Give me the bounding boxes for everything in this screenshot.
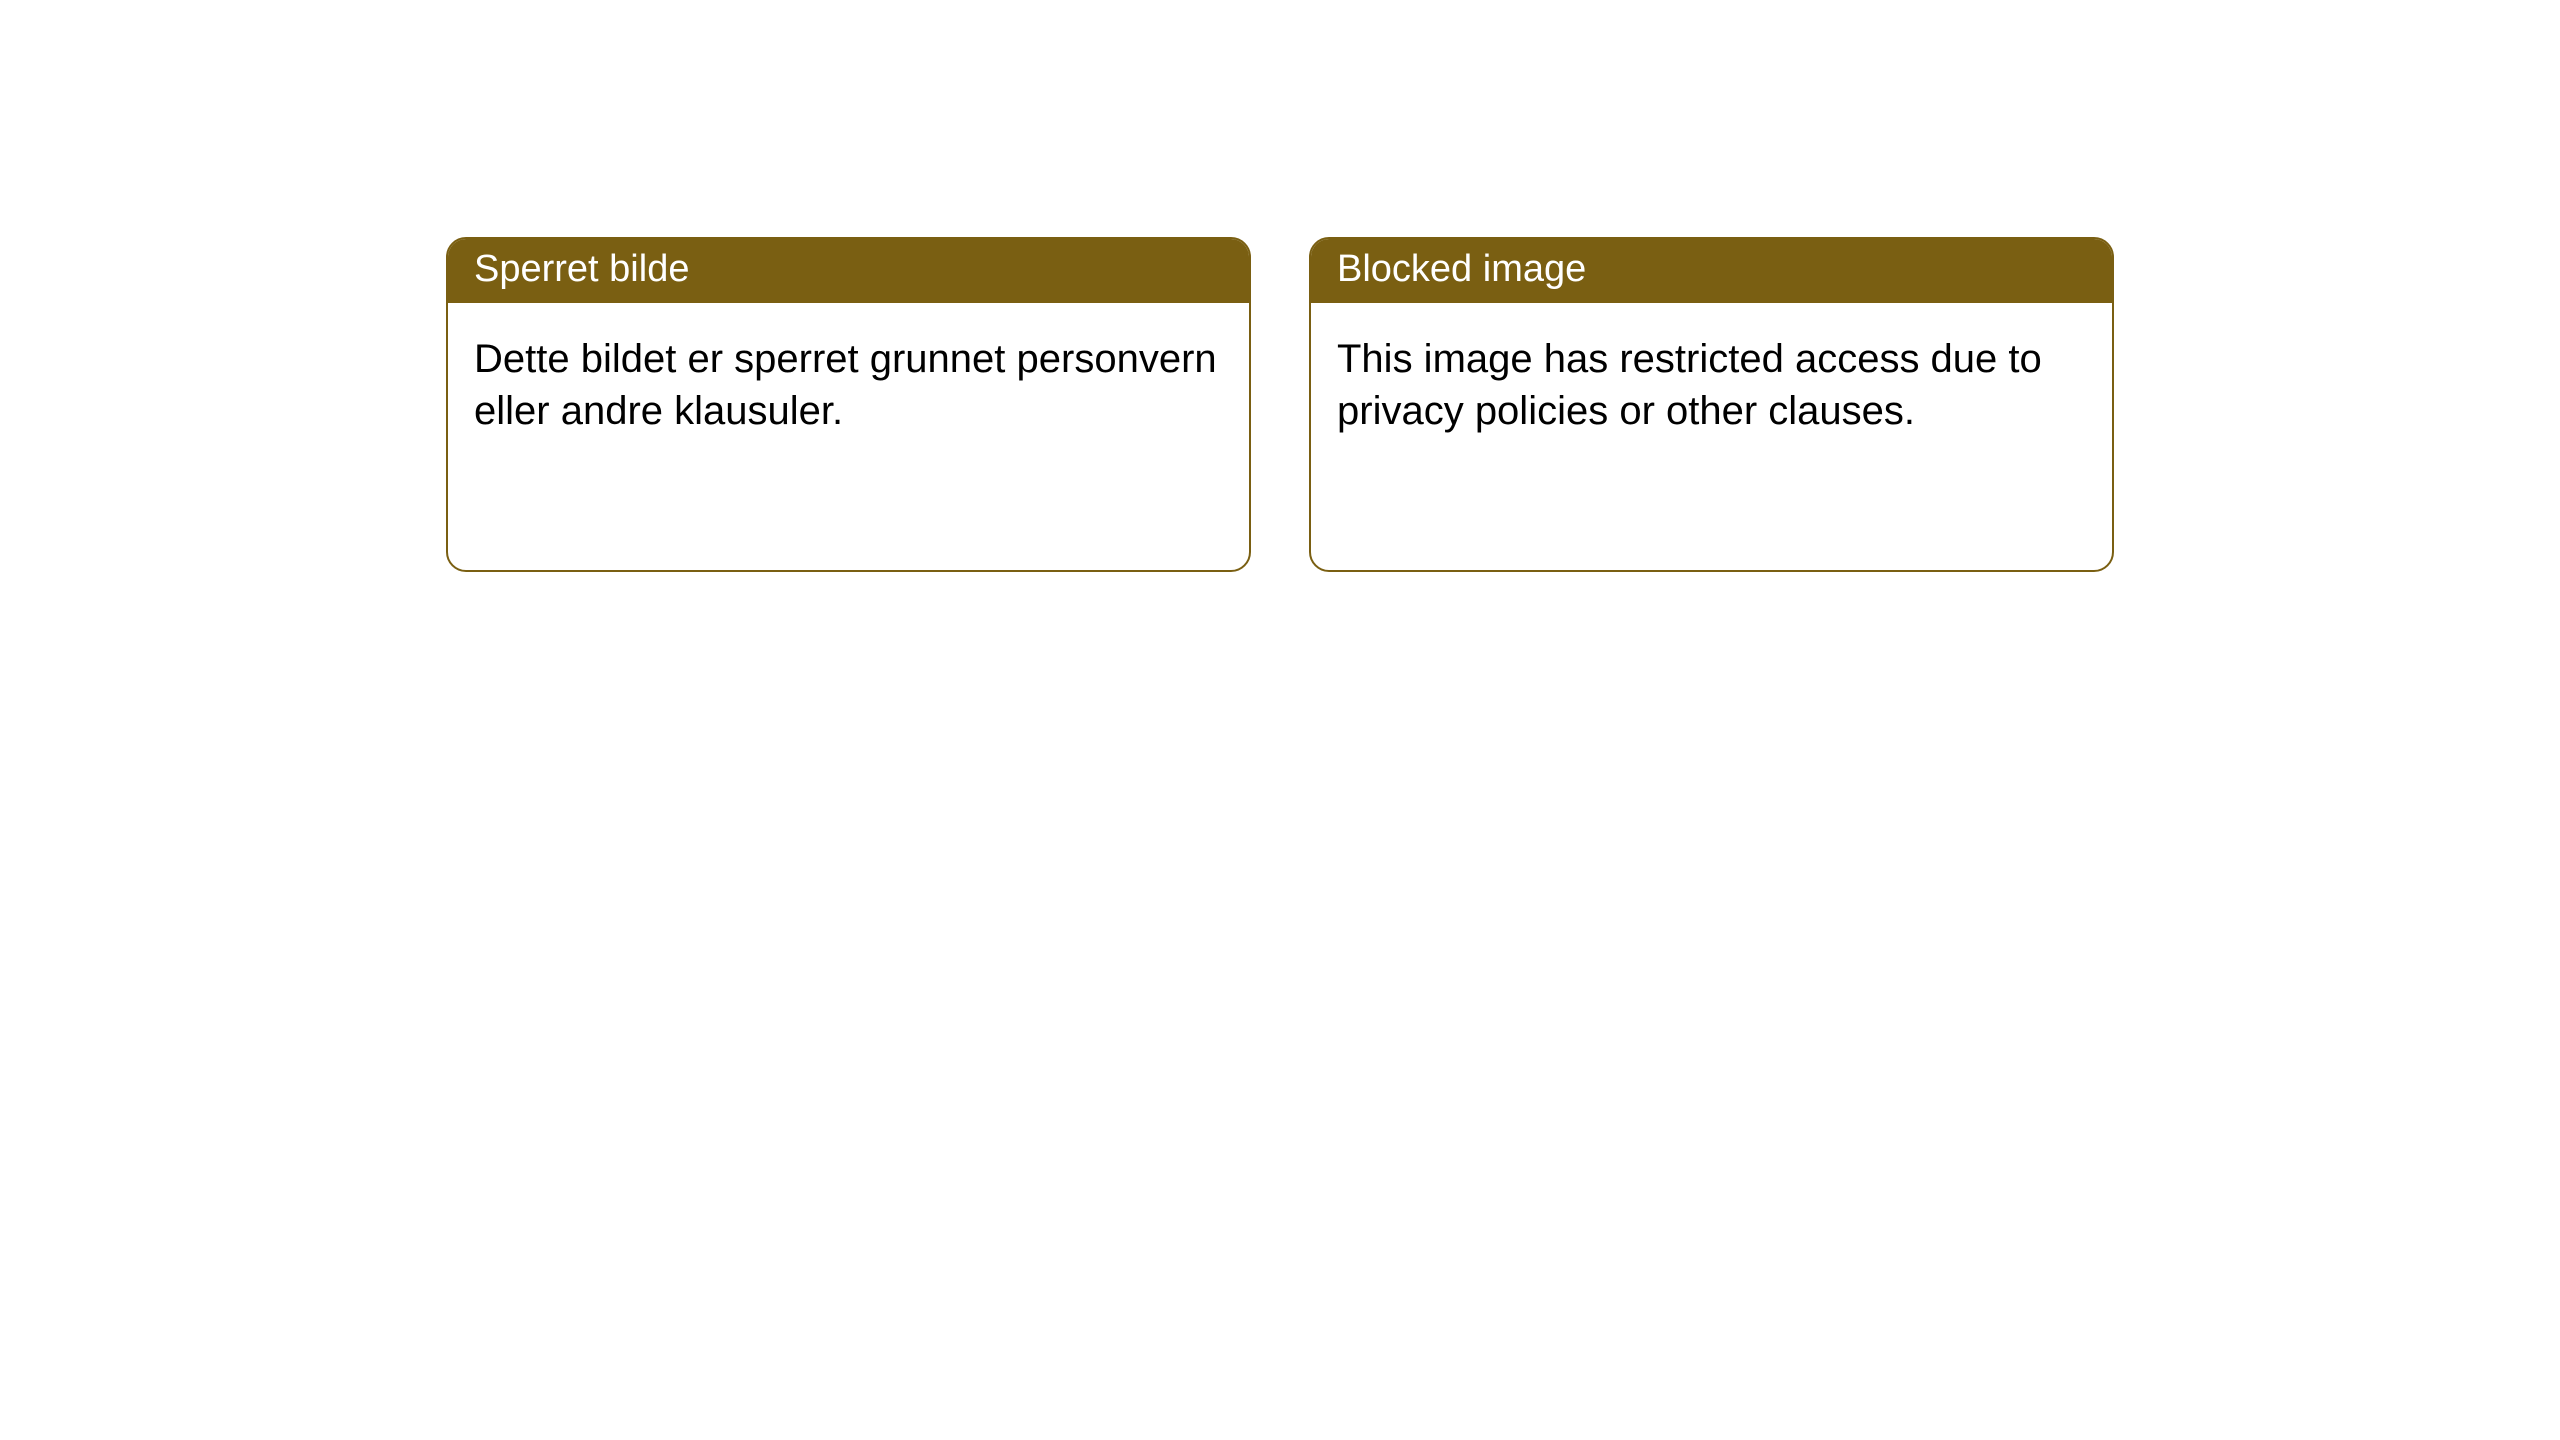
card-body-text: Dette bildet er sperret grunnet personve… bbox=[448, 303, 1249, 467]
info-card-norwegian: Sperret bilde Dette bildet er sperret gr… bbox=[446, 237, 1251, 572]
card-title: Blocked image bbox=[1311, 239, 2112, 303]
info-cards-container: Sperret bilde Dette bildet er sperret gr… bbox=[446, 237, 2114, 572]
card-title: Sperret bilde bbox=[448, 239, 1249, 303]
card-body-text: This image has restricted access due to … bbox=[1311, 303, 2112, 467]
info-card-english: Blocked image This image has restricted … bbox=[1309, 237, 2114, 572]
